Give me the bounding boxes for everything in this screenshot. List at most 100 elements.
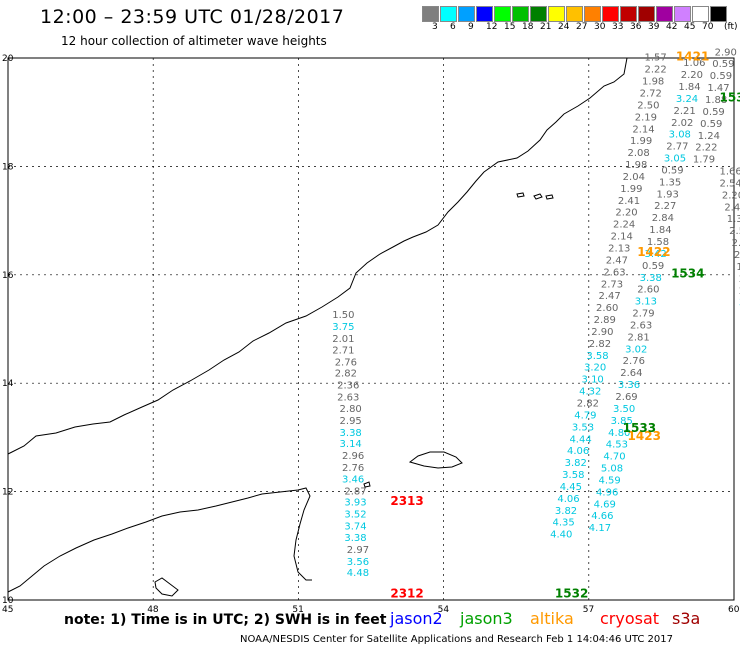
wave-height-value: 3.82: [555, 506, 577, 517]
colorbar-swatch: [440, 6, 457, 22]
wave-height-value: 1.98: [642, 77, 664, 88]
lon-tick-label: 60: [728, 605, 740, 615]
map-gridlines: [8, 58, 734, 600]
wave-height-value: 4.06: [557, 494, 579, 505]
wave-height-value: 3.13: [635, 297, 657, 308]
pass-time-label: 1421: [676, 50, 709, 64]
wave-height-value: 3.42: [644, 249, 666, 260]
wave-height-value: 3.82: [565, 458, 587, 469]
wave-height-value: 2.: [739, 274, 740, 285]
wave-height-value: 2.76: [342, 463, 364, 474]
wave-height-value: 3.85: [611, 416, 633, 427]
colorbar-label: 42: [666, 22, 678, 32]
lon-tick-label: 45: [2, 605, 13, 615]
wave-height-value: 2.22: [644, 65, 666, 76]
map-subtitle: 12 hour collection of altimeter wave hei…: [61, 34, 327, 48]
wave-height-value: 2.82: [335, 369, 357, 380]
colorbar-swatch: [638, 6, 655, 22]
wave-height-value: 1.35: [659, 177, 681, 188]
wave-height-value: 1.84: [649, 225, 671, 236]
pass-time-label: 1532: [555, 586, 588, 600]
map-frame: [7, 57, 735, 601]
wave-height-value: 2.20: [681, 70, 703, 81]
wave-height-value: 2.02: [671, 118, 693, 129]
colorbar-label: 21: [540, 22, 552, 32]
lon-tick-label: 57: [583, 605, 594, 615]
wave-height-value: 1.93: [657, 189, 679, 200]
wave-height-value: 3.38: [344, 533, 366, 544]
wave-height-value: 2.60: [596, 303, 618, 314]
wave-height-value: 2.71: [332, 345, 354, 356]
wave-height-value: 2.72: [640, 88, 662, 99]
colorbar-swatch: [530, 6, 547, 22]
wave-height-value: 2.19: [635, 112, 657, 123]
wave-height-value: 2.36: [337, 381, 359, 392]
wave-height-value: 2.81: [628, 332, 650, 343]
colorbar-label: 36: [630, 22, 642, 32]
small-island-3: [545, 194, 554, 200]
wave-height-value: 1.58: [647, 237, 669, 248]
wave-height-value: 4.66: [591, 511, 613, 522]
colorbar-swatch: [584, 6, 601, 22]
colorbar-unit: (ft): [724, 22, 738, 32]
wave-height-value: 1.99: [620, 184, 642, 195]
wave-height-value: 1.24: [698, 131, 720, 142]
wave-height-value: 2.82: [577, 399, 599, 410]
wave-height-value: 0.59: [703, 107, 725, 118]
wave-height-value: 2.90: [715, 47, 737, 58]
lon-tick-label: 51: [292, 605, 303, 615]
wave-height-value: 2.41: [618, 196, 640, 207]
wave-height-value: 0.59: [700, 119, 722, 130]
wave-height-value: 3.58: [562, 470, 584, 481]
satellite-pass-times: 231323121421142214231533153415321533: [390, 50, 740, 601]
colorbar-swatch: [602, 6, 619, 22]
pass-time-label: 1534: [671, 267, 704, 281]
colorbar-label: 3: [432, 22, 438, 32]
pass-time-label: 1533: [719, 90, 740, 104]
wave-height-value: 4.80: [608, 428, 630, 439]
colorbar-swatch: [710, 6, 727, 22]
wave-height-value: 2.01: [332, 334, 354, 345]
wave-height-value: 2.1: [734, 250, 740, 261]
colorbar-label: 6: [450, 22, 456, 32]
wave-height-value: 4.40: [550, 530, 572, 541]
wave-height-value: 2.47: [598, 291, 620, 302]
wave-height-value: 0.59: [712, 59, 734, 70]
wave-height-value: 2.16: [732, 238, 740, 249]
lon-tick-label: 54: [438, 605, 450, 615]
socotra-island: [408, 451, 463, 469]
wave-height-value: 1.99: [630, 136, 652, 147]
wave-height-value: 4.44: [569, 434, 591, 445]
colorbar-swatch: [494, 6, 511, 22]
wave-height-value: 2.20: [722, 190, 740, 201]
colorbar-label: 30: [594, 22, 606, 32]
wave-height-value: 2.22: [695, 143, 717, 154]
legend-altika: altika: [530, 609, 574, 628]
wave-height-value: 4.59: [598, 475, 620, 486]
wave-height-value: 0.59: [642, 261, 664, 272]
colorbar-label: 9: [468, 22, 474, 32]
pass-time-label: 1533: [623, 421, 656, 435]
wave-height-value: 3.38: [340, 428, 362, 439]
wave-height-value: 3.56: [347, 557, 369, 568]
wave-height-value: 3.52: [344, 510, 366, 521]
wave-height-value: 3.20: [584, 363, 606, 374]
wave-height-value: 2.20: [615, 208, 637, 219]
wave-height-value: 2.14: [632, 124, 654, 135]
tip-island: [154, 577, 179, 597]
lon-tick-label: 48: [147, 605, 159, 615]
wave-height-value: 2.46: [724, 202, 740, 213]
wave-height-value: 1.8: [736, 262, 740, 273]
colorbar-swatch: [674, 6, 691, 22]
wave-height-value: 2.13: [608, 243, 630, 254]
wave-height-value: 2.24: [613, 220, 635, 231]
wave-height-observations: 1.503.752.012.712.762.822.362.632.802.95…: [332, 47, 740, 579]
wave-height-value: 2.14: [611, 232, 633, 243]
colorbar-label: 39: [648, 22, 660, 32]
colorbar-label: 33: [612, 22, 624, 32]
wave-height-value: 5.08: [601, 464, 623, 475]
wave-height-value: 1.84: [678, 82, 700, 93]
wave-height-value: 1.50: [332, 310, 354, 321]
somali-coastline: [7, 487, 312, 593]
wave-height-value: 1.88: [705, 95, 727, 106]
